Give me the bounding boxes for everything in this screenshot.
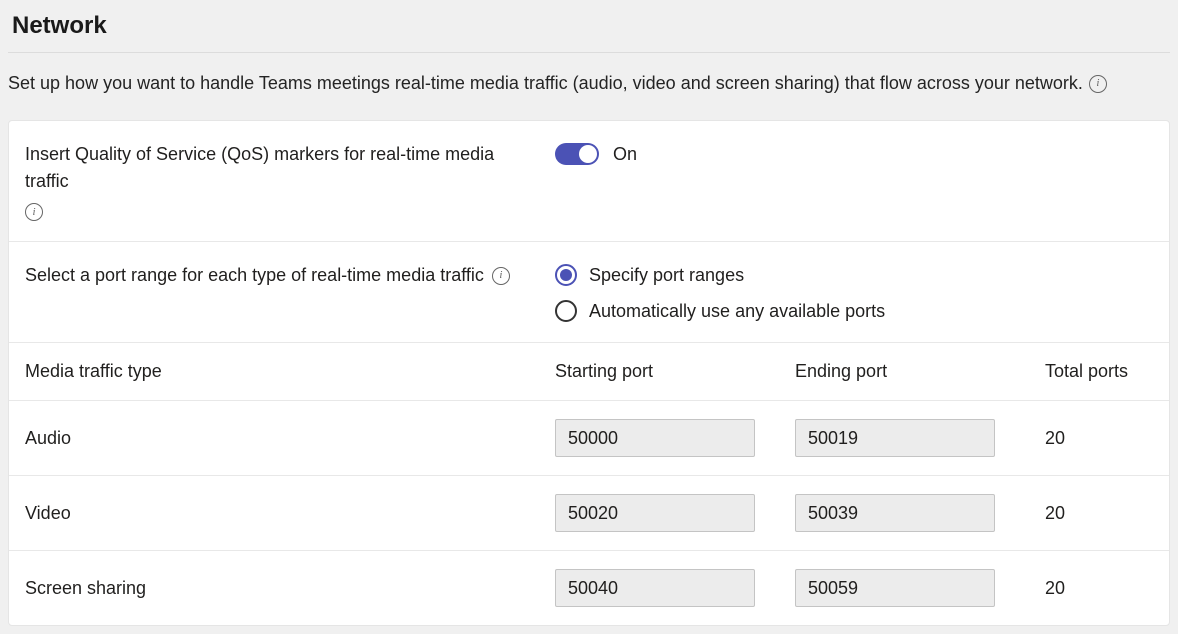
starting-port-input[interactable] <box>555 419 755 457</box>
total-ports-value: 20 <box>1035 578 1153 599</box>
qos-label: Insert Quality of Service (QoS) markers … <box>25 141 555 221</box>
ending-port-input[interactable] <box>795 494 995 532</box>
total-ports-value: 20 <box>1035 503 1153 524</box>
starting-port-input[interactable] <box>555 494 755 532</box>
qos-toggle-state: On <box>613 144 637 165</box>
port-mode-control: Specify port ranges Automatically use an… <box>555 262 1153 322</box>
table-row: Screen sharing 20 <box>9 551 1169 625</box>
qos-row: Insert Quality of Service (QoS) markers … <box>9 121 1169 242</box>
info-icon[interactable]: i <box>492 267 510 285</box>
radio-specify-port-ranges[interactable]: Specify port ranges <box>555 264 1153 286</box>
toggle-knob <box>579 145 597 163</box>
header-total-ports: Total ports <box>1035 361 1153 382</box>
port-mode-label-text: Select a port range for each type of rea… <box>25 262 484 289</box>
total-ports-value: 20 <box>1035 428 1153 449</box>
page-description: Set up how you want to handle Teams meet… <box>8 71 1170 96</box>
radio-icon <box>555 264 577 286</box>
media-type-label: Audio <box>25 428 555 449</box>
qos-label-text: Insert Quality of Service (QoS) markers … <box>25 141 535 195</box>
radio-specify-label: Specify port ranges <box>589 265 744 286</box>
media-type-label: Screen sharing <box>25 578 555 599</box>
radio-auto-ports[interactable]: Automatically use any available ports <box>555 300 1153 322</box>
ending-port-input[interactable] <box>795 569 995 607</box>
network-settings-page: Network Set up how you want to handle Te… <box>0 0 1178 634</box>
page-title: Network <box>12 12 1170 40</box>
port-mode-label: Select a port range for each type of rea… <box>25 262 555 289</box>
qos-control: On <box>555 141 1153 165</box>
qos-toggle-wrap: On <box>555 143 1153 165</box>
settings-card: Insert Quality of Service (QoS) markers … <box>8 120 1170 626</box>
port-mode-row: Select a port range for each type of rea… <box>9 242 1169 343</box>
radio-icon <box>555 300 577 322</box>
starting-port-input[interactable] <box>555 569 755 607</box>
media-type-label: Video <box>25 503 555 524</box>
info-icon[interactable]: i <box>25 203 43 221</box>
radio-auto-label: Automatically use any available ports <box>589 301 885 322</box>
table-row: Video 20 <box>9 476 1169 551</box>
header-starting-port: Starting port <box>555 361 795 382</box>
page-description-text: Set up how you want to handle Teams meet… <box>8 71 1083 96</box>
info-icon[interactable]: i <box>1089 75 1107 93</box>
qos-toggle[interactable] <box>555 143 599 165</box>
ports-table-header: Media traffic type Starting port Ending … <box>9 343 1169 401</box>
header-media-type: Media traffic type <box>25 361 555 382</box>
title-divider <box>8 52 1170 53</box>
table-row: Audio 20 <box>9 401 1169 476</box>
ending-port-input[interactable] <box>795 419 995 457</box>
header-ending-port: Ending port <box>795 361 1035 382</box>
